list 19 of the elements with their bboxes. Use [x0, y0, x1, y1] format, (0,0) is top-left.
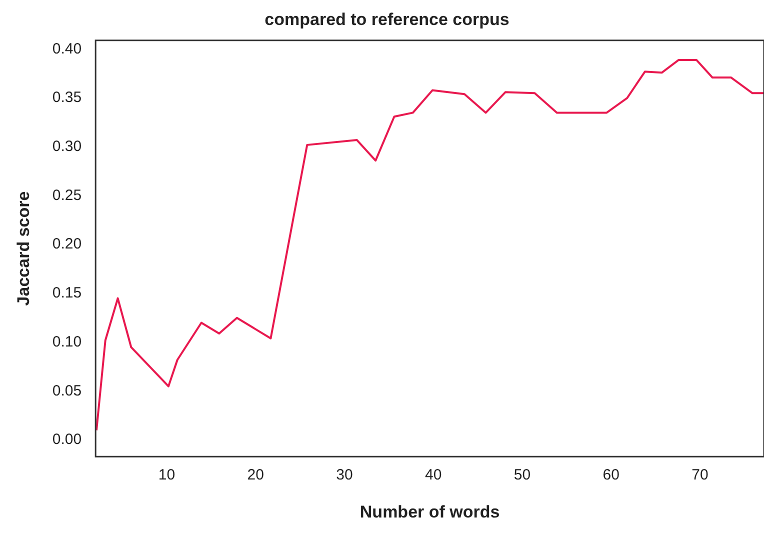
y-tick-label: 0.40: [52, 40, 82, 58]
x-tick-label: 10: [158, 466, 176, 484]
y-tick-label: 0.10: [52, 333, 82, 350]
chart-title: compared to reference corpus: [264, 10, 510, 29]
x-tick-label: 50: [514, 466, 531, 484]
x-tick-label: 30: [336, 466, 353, 484]
y-axis-title: Jaccard score: [14, 191, 33, 306]
x-tick-label: 70: [692, 466, 708, 484]
y-tick-label: 0.20: [52, 236, 82, 253]
y-tick-label: 0.30: [52, 138, 82, 156]
y-tick-label: 0.15: [52, 284, 82, 302]
x-axis-title: Number of words: [360, 502, 500, 522]
x-tick-label: 60: [602, 466, 620, 484]
y-tick-label: 0.35: [52, 89, 82, 106]
x-tick-label: 40: [425, 466, 442, 484]
y-tick-label: 0.00: [52, 431, 82, 448]
x-tick-label: 20: [247, 466, 264, 484]
y-tick-label: 0.25: [52, 186, 82, 204]
y-tick-label: 0.05: [52, 382, 82, 400]
